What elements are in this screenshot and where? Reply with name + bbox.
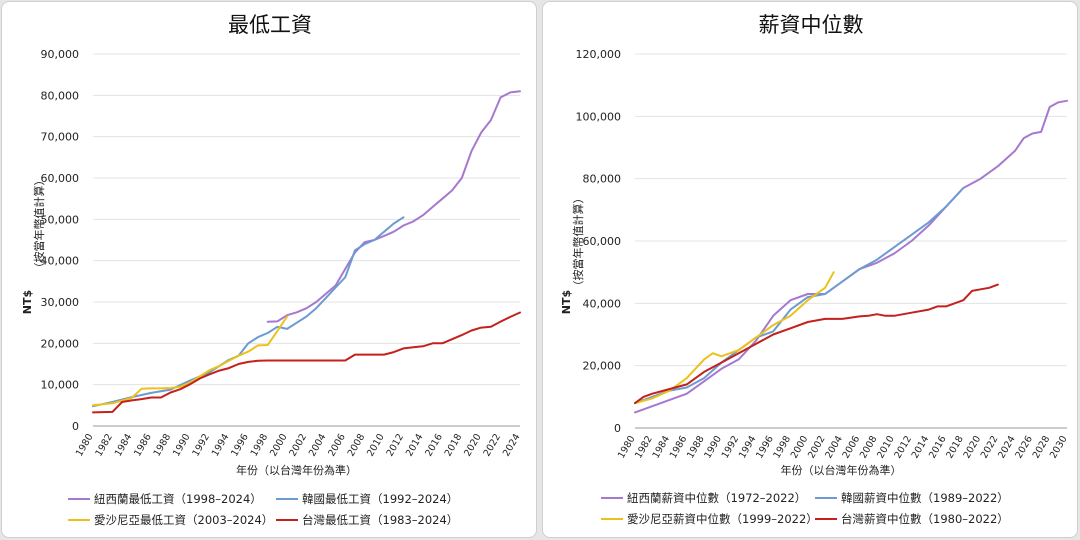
legend-label: 紐西蘭薪資中位數（1972–2022）: [627, 491, 806, 505]
series-line: [634, 283, 999, 405]
y-tick-label: 20,000: [41, 337, 80, 350]
x-tick-label: 2000: [268, 432, 290, 458]
x-tick-label: 2008: [346, 432, 368, 458]
legend-label: 紐西蘭最低工資（1998–2024）: [94, 492, 262, 506]
legend-label: 韓國薪資中位數（1989–2022）: [841, 491, 1009, 505]
y-axis-note: （按當年幣值計算）: [32, 175, 46, 274]
y-axis-title: NT$: [21, 290, 34, 314]
legend-label: 愛沙尼亞最低工資（2003–2024）: [94, 513, 273, 527]
x-tick-label: 1986: [132, 432, 154, 458]
y-tick-label: 60,000: [583, 235, 622, 248]
y-axis-title: NT$: [560, 290, 573, 314]
x-tick-label: 2004: [307, 432, 329, 458]
chart-title: 最低工資: [228, 13, 312, 37]
y-tick-label: 80,000: [583, 173, 622, 186]
x-tick-label: 2022: [482, 432, 504, 458]
median-salary-chart: 薪資中位數 0 20,000 40,000 60,000 80,000 100,000 120…: [560, 13, 1070, 526]
legend-label: 台灣薪資中位數（1980–2022）: [841, 512, 1009, 526]
series-line: [634, 99, 1068, 414]
series-line: [634, 271, 835, 405]
x-tick-label: 2020: [462, 432, 484, 458]
x-tick-label: 1994: [210, 432, 232, 458]
x-tick-label: 2018: [443, 432, 465, 458]
x-tick-label: 1992: [190, 432, 212, 458]
x-tick-label: 2002: [287, 432, 309, 458]
y-tick-label: 80,000: [41, 89, 80, 102]
y-axis-note: （按當年幣值計算）: [571, 193, 585, 292]
x-axis-title: 年份（以台灣年份為準）: [236, 463, 357, 477]
x-tick-label: 2030: [1048, 434, 1070, 460]
x-tick-label: 1982: [93, 432, 115, 458]
series-line: [92, 315, 289, 407]
median-salary-chart-panel: 薪資中位數 0 20,000 40,000 60,000 80,000 100,000 120…: [542, 1, 1078, 538]
x-tick-label: 2014: [404, 432, 426, 458]
x-tick-label: 1988: [152, 432, 174, 458]
x-tick-label: 1980: [74, 432, 96, 458]
x-tick-label: 1990: [171, 432, 193, 458]
x-tick-label: 2024: [501, 432, 523, 458]
x-tick-label: 1998: [249, 432, 271, 458]
x-tick-label: 2016: [423, 432, 445, 458]
x-tick-label: 1984: [113, 432, 135, 458]
y-tick-label: 10,000: [41, 379, 80, 392]
y-tick-label: 0: [72, 420, 79, 433]
x-tick-label: 1996: [229, 432, 251, 458]
legend-label: 台灣最低工資（1983–2024）: [302, 513, 458, 527]
y-tick-label: 120,000: [576, 48, 622, 61]
minimum-wage-chart-panel: 最低工資 0 10,000 20,000 30,000 40,000 50,000 60,00…: [1, 1, 537, 538]
series-line: [92, 311, 521, 414]
x-tick-label: 2010: [365, 432, 387, 458]
y-tick-label: 30,000: [41, 296, 80, 309]
y-tick-label: 90,000: [41, 48, 80, 61]
legend-label: 韓國最低工資（1992–2024）: [302, 492, 458, 506]
y-tick-label: 100,000: [576, 110, 622, 123]
legend-label: 愛沙尼亞薪資中位數（1999–2022）: [627, 512, 818, 526]
y-tick-label: 20,000: [583, 360, 622, 373]
x-tick-label: 2006: [326, 432, 348, 458]
series-line: [634, 187, 965, 405]
y-tick-label: 40,000: [583, 297, 622, 310]
y-tick-label: 40,000: [41, 255, 80, 268]
y-tick-label: 50,000: [41, 213, 80, 226]
y-tick-label: 0: [614, 422, 621, 435]
minimum-wage-chart: 最低工資 0 10,000 20,000 30,000 40,000 50,000 60,00…: [21, 13, 523, 527]
y-tick-label: 70,000: [41, 131, 80, 144]
x-tick-label: 2012: [385, 432, 407, 458]
y-tick-label: 60,000: [41, 172, 80, 185]
x-axis-title: 年份（以台灣年份為準）: [781, 463, 902, 477]
series-line: [266, 90, 521, 323]
chart-title: 薪資中位數: [759, 13, 864, 37]
series-line: [92, 216, 405, 408]
